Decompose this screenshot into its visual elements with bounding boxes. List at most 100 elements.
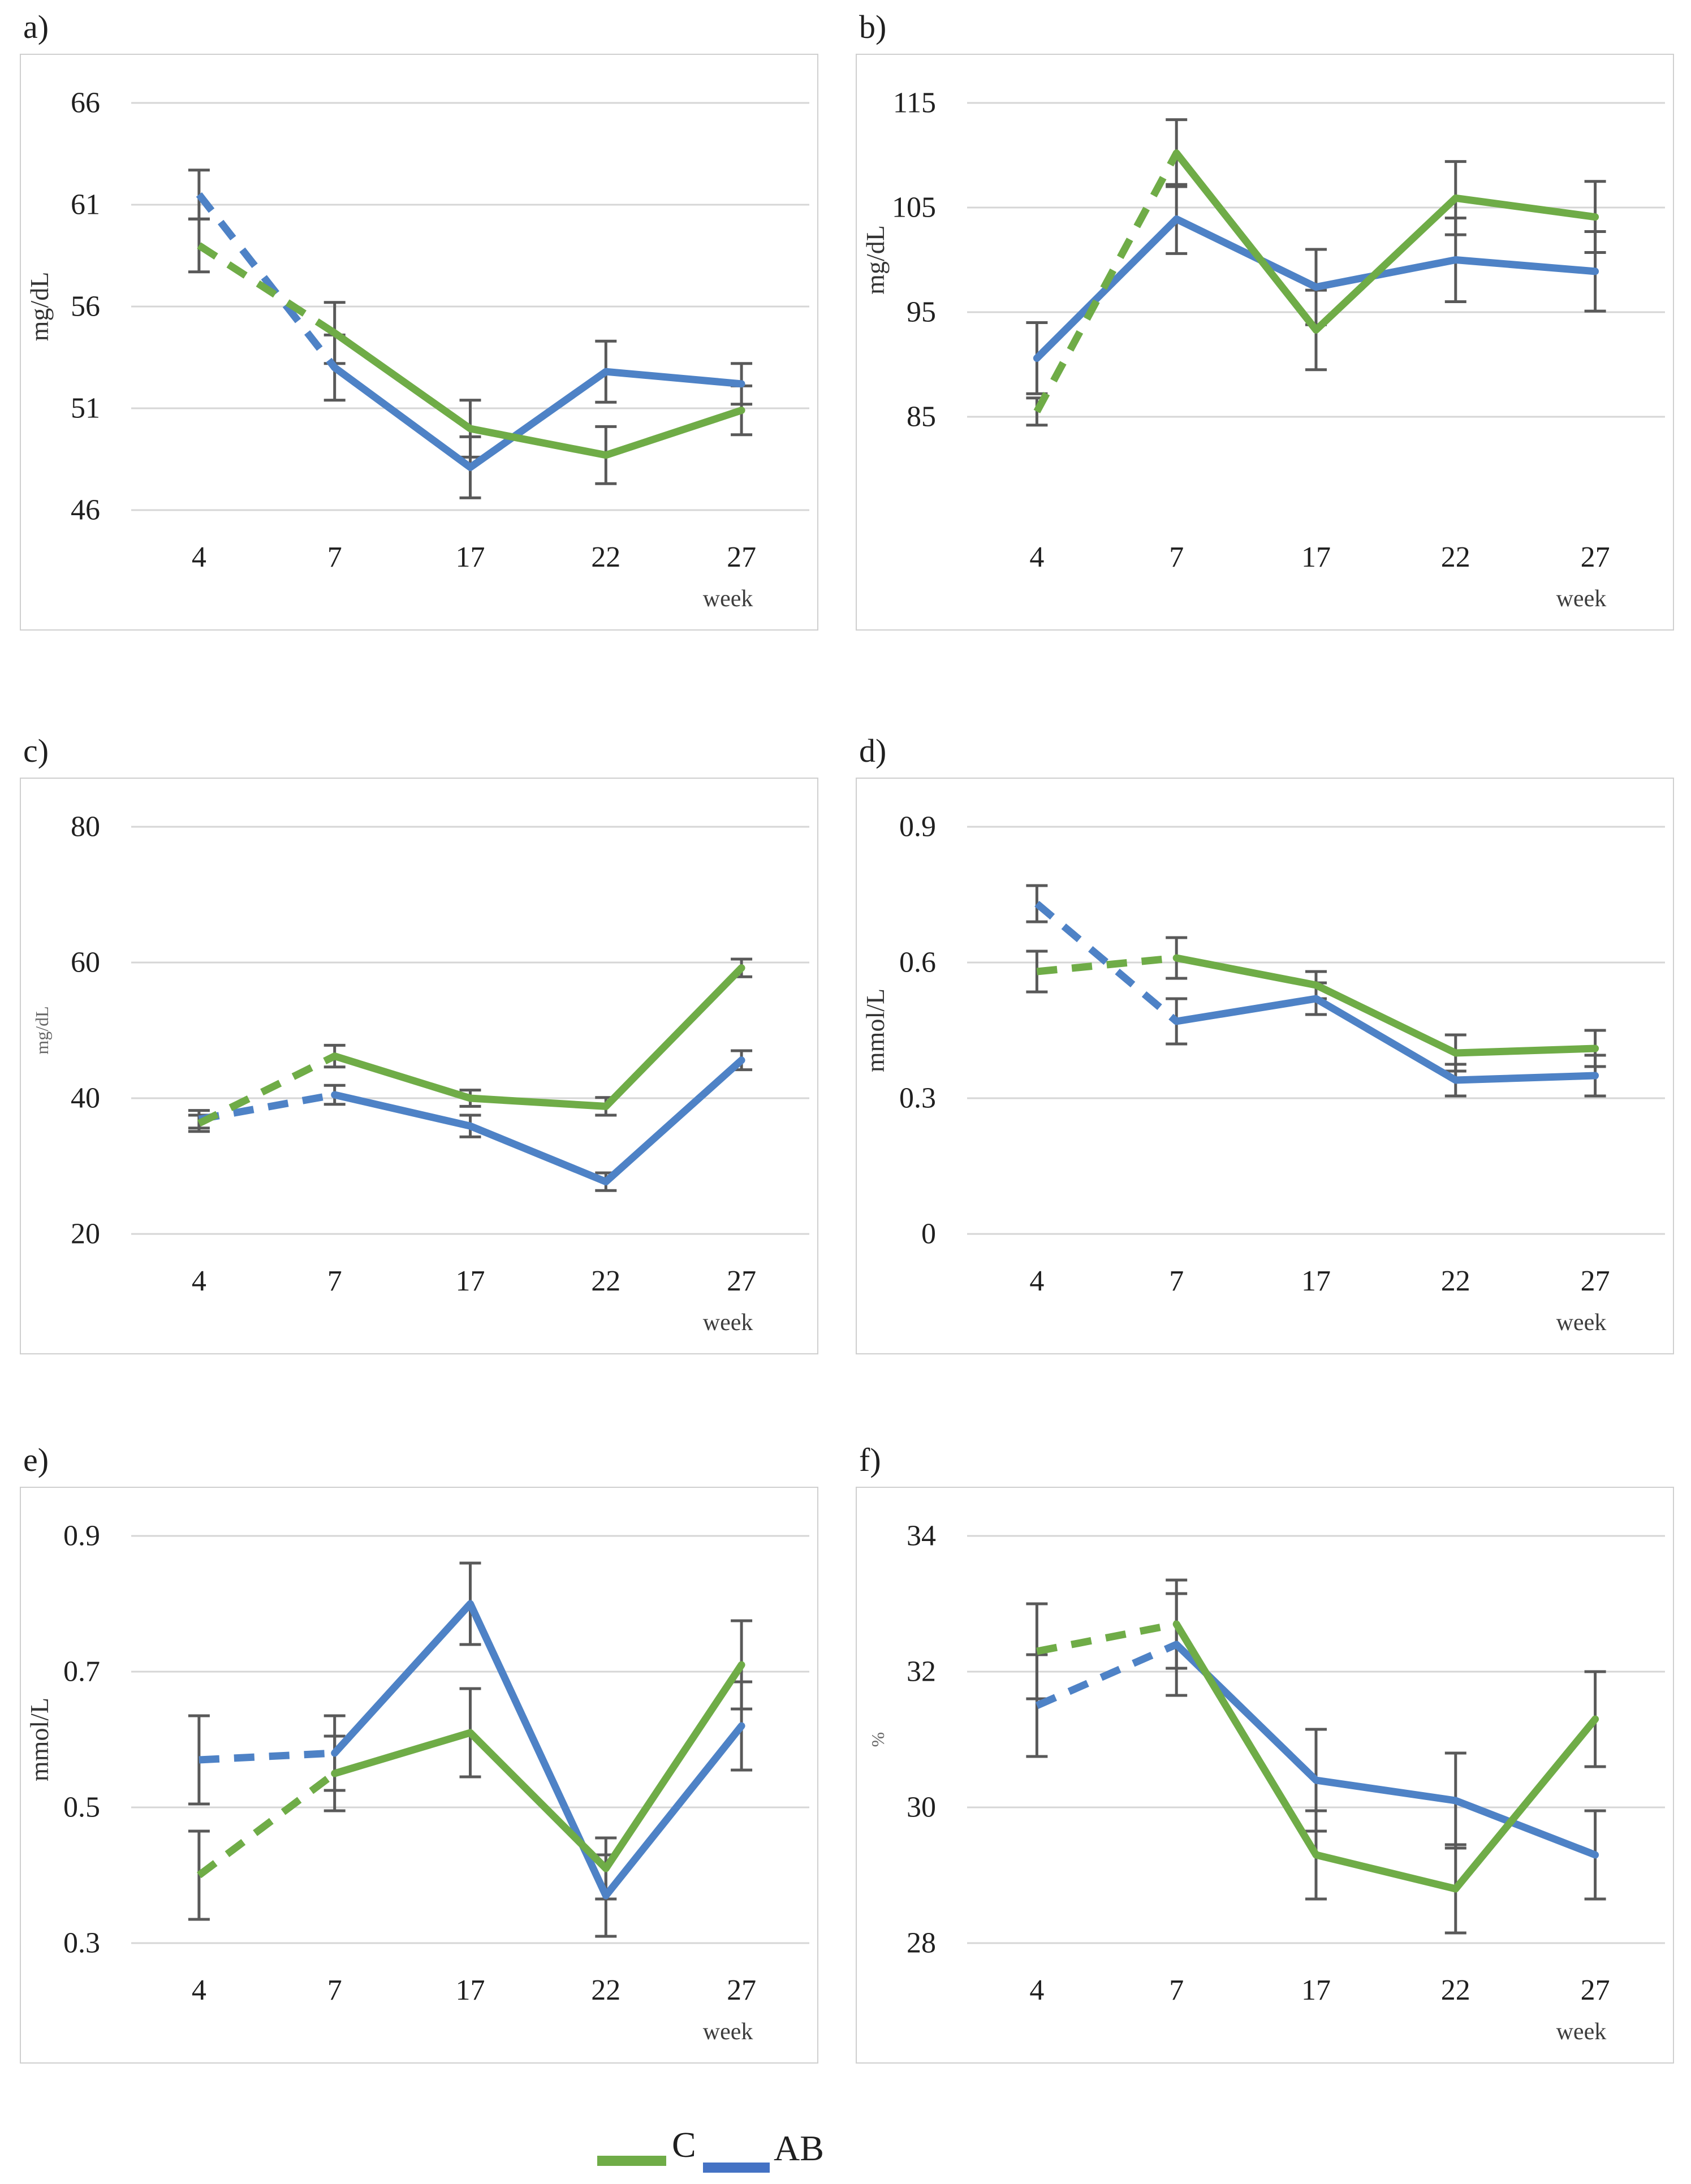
x-axis-label: week [703,1310,753,1336]
x-tick-label: 22 [591,1265,620,1297]
y-tick-label: 105 [892,192,936,224]
panel-label-f: f) [859,1441,881,1478]
y-tick-label: 56 [71,291,100,323]
x-tick-label: 4 [1029,1974,1044,2006]
chart-svg-a: 46 51 56 61 66 mg/dL 4 7 17 22 27 week [25,87,809,612]
x-tick-label: 4 [1029,1265,1044,1297]
gridlines [967,826,1665,1235]
series-dashed-segment-AB [196,192,338,370]
chart-panel-c: c) 20 40 60 80 mg/dL 4 7 17 22 27 week [20,728,818,1354]
y-tick-label: 28 [907,1927,936,1959]
y-tick-label: 20 [71,1218,100,1250]
x-tick-label: 27 [727,1974,756,2006]
series-line-C [1036,1620,1599,1893]
y-axis-label: mg/dL [25,272,54,342]
y-axis-label: mmol/L [25,1698,54,1781]
series-dashed-segment-AB [1035,1641,1178,1709]
y-tick-label: 40 [71,1082,100,1115]
x-tick-label: 17 [456,1265,485,1297]
series-line-C [1036,954,1599,1057]
legend-swatch-AB [703,2163,770,2173]
chart-panel-b: b) 85 95 105 115 mg/dL 4 7 17 22 27 week [856,5,1674,631]
series-line-AB [1035,1641,1599,1859]
chart-box-a: 46 51 56 61 66 mg/dL 4 7 17 22 27 week [20,54,818,631]
x-axis-label: week [703,2019,753,2045]
series-dashed-segment-C [197,1052,337,1127]
series-line-C [1033,149,1599,413]
chart-box-f: 28 30 32 34% 4 7 17 22 27 week [856,1487,1674,2064]
chart-svg-b: 85 95 105 115 mg/dL 4 7 17 22 27 week [861,87,1665,612]
series-line-C [197,964,745,1127]
x-tick-label: 17 [1301,1974,1331,2006]
series-dashed-segment-C [1036,954,1177,976]
chart-box-b: 85 95 105 115 mg/dL 4 7 17 22 27 week [856,54,1674,631]
x-tick-label: 7 [327,1974,342,2006]
y-tick-label: 32 [907,1656,936,1688]
panel-label-a: a) [23,8,49,45]
x-tick-label: 17 [1301,1265,1331,1297]
y-tick-label: 0.5 [63,1792,100,1824]
x-axis-label: week [1556,2019,1607,2045]
chart-svg-e: 0.3 0.5 0.7 0.9 mmol/L 4 7 17 22 27 week [25,1520,809,2045]
series-dashed-segment-AB [1034,901,1179,1024]
chart-box-e: 0.3 0.5 0.7 0.9 mmol/L 4 7 17 22 27 week [20,1487,818,2064]
x-axis-label: week [1556,1310,1607,1336]
y-tick-label: 0.6 [899,947,936,979]
series-line-C [196,1661,745,1879]
x-tick-label: 4 [192,541,206,573]
x-tick-label: 17 [456,541,485,573]
series-line-AB [1033,215,1599,362]
series-dashed-segment-C [196,1770,337,1879]
x-tick-label: 27 [1581,541,1610,573]
series-line-AB [196,192,745,471]
x-tick-label: 7 [1169,1974,1184,2006]
panel-label-c: c) [23,732,49,769]
x-tick-label: 22 [591,541,620,573]
panel-label-d: d) [859,732,887,769]
x-tick-label: 17 [456,1974,485,2006]
series-dashed-segment-C [1036,1620,1177,1655]
series-dashed-segment-C [197,242,337,336]
chart-svg-c: 20 40 60 80 mg/dL 4 7 17 22 27 week [32,811,809,1336]
y-tick-label: 34 [907,1520,936,1552]
chart-panel-f: f) 28 30 32 34% 4 7 17 22 27 week [856,1438,1674,2064]
chart-panel-e: e) 0.3 0.5 0.7 0.9 mmol/L 4 7 17 22 27 week [20,1438,818,2064]
y-axis-label: mg/dL [32,1006,52,1054]
y-axis-label: mmol/L [861,989,890,1072]
legend-swatch-C [597,2156,666,2166]
y-axis-label: mg/dL [861,225,890,295]
x-tick-label: 22 [1441,541,1470,573]
x-tick-label: 4 [1029,541,1044,573]
y-tick-label: 0.9 [899,811,936,843]
x-axis-label: week [703,586,753,612]
gridlines [131,1535,809,1944]
x-tick-label: 22 [1441,1974,1470,2006]
y-tick-label: 51 [71,392,100,425]
series-dashed-segment-AB [198,1091,335,1123]
x-tick-label: 7 [327,1265,342,1297]
chart-box-d: 0 0.3 0.6 0.9 mmol/L 4 7 17 22 27 week [856,778,1674,1354]
chart-svg-d: 0 0.3 0.6 0.9 mmol/L 4 7 17 22 27 week [861,811,1665,1336]
legend-label-C: C [672,2125,696,2165]
y-tick-label: 46 [71,494,100,526]
y-tick-label: 60 [71,947,100,979]
x-tick-label: 4 [192,1974,206,2006]
series-dashed-segment-C [1033,151,1180,413]
chart-box-c: 20 40 60 80 mg/dL 4 7 17 22 27 week [20,778,818,1354]
y-tick-label: 115 [893,87,936,119]
y-tick-label: 0.9 [63,1520,100,1552]
y-tick-label: 85 [907,401,936,433]
chart-panel-a: a) 46 51 56 61 66 mg/dL 4 7 17 22 27 week [20,5,818,631]
x-tick-label: 22 [591,1974,620,2006]
x-tick-label: 4 [192,1265,206,1297]
series-line-AB [198,1056,745,1186]
x-tick-label: 22 [1441,1265,1470,1297]
y-tick-label: 61 [71,189,100,221]
x-tick-label: 27 [727,541,756,573]
x-tick-label: 17 [1301,541,1331,573]
x-axis-label: week [1556,586,1607,612]
y-tick-label: 0.7 [63,1656,100,1688]
panel-label-e: e) [23,1441,49,1478]
y-axis-label: % [868,1732,888,1747]
